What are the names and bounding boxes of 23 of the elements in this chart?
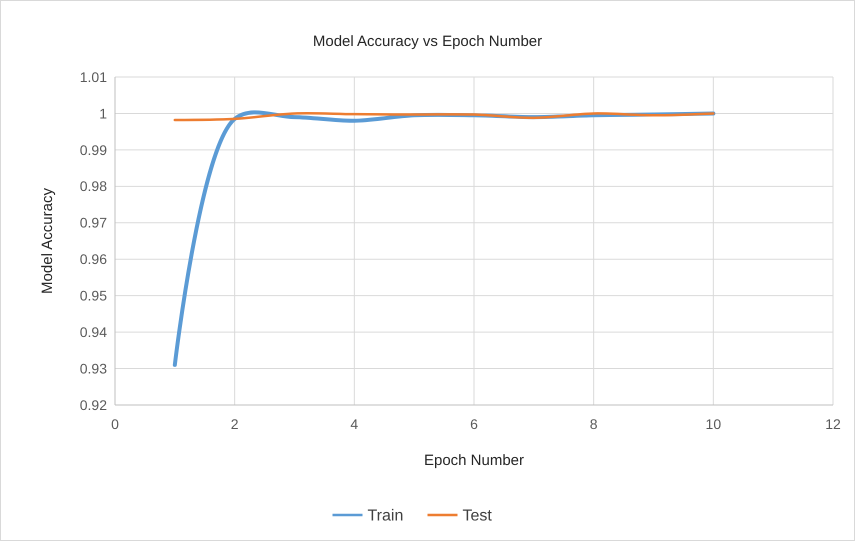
- legend-label: Test: [462, 508, 492, 525]
- chart-title: Model Accuracy vs Epoch Number: [312, 33, 542, 50]
- y-tick-label: 0.99: [80, 142, 108, 158]
- x-tick-label: 2: [230, 416, 239, 432]
- y-tick-label: 0.92: [80, 396, 108, 413]
- legend-label: Train: [368, 508, 404, 525]
- y-axis-title: Model Accuracy: [39, 188, 56, 294]
- y-tick-label: 0.98: [80, 178, 108, 194]
- x-tick-label: 12: [825, 416, 841, 432]
- line-series: [174, 112, 715, 122]
- y-tick-label: 0.96: [80, 251, 108, 268]
- x-tick-label: 6: [470, 416, 478, 432]
- y-tick-label: 0.94: [80, 324, 108, 340]
- y-tick-label: 0.95: [80, 288, 108, 304]
- x-tick-label: 8: [590, 416, 598, 432]
- y-tick-label: 1: [99, 105, 108, 122]
- x-tick-label: 4: [350, 416, 358, 432]
- x-axis-title: Epoch Number: [424, 452, 524, 469]
- x-tick-label: 10: [706, 416, 722, 432]
- y-tick-label: 1.01: [80, 68, 108, 85]
- y-tick-label: 0.93: [80, 360, 108, 376]
- y-tick-label: 0.97: [80, 214, 108, 231]
- x-tick-label: 0: [111, 416, 120, 432]
